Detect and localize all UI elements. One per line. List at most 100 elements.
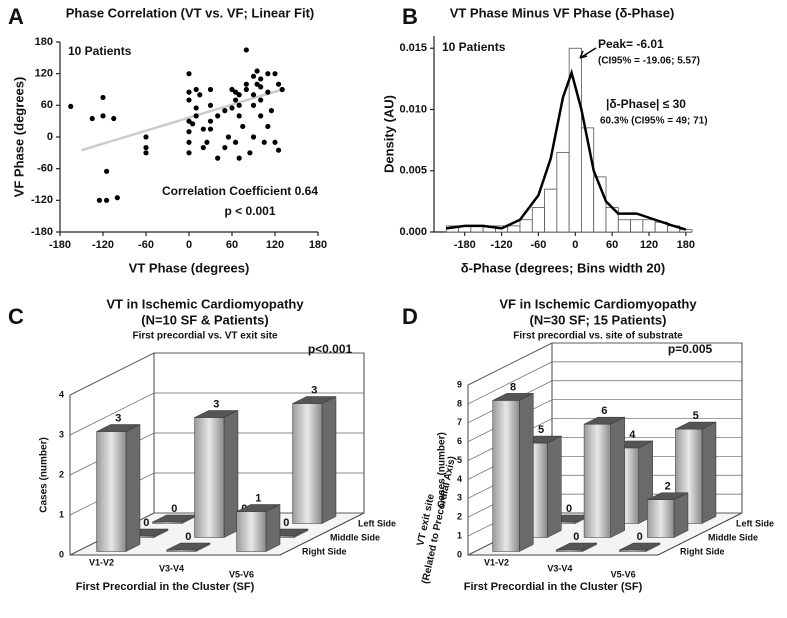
point — [254, 68, 260, 74]
point — [143, 134, 149, 140]
data-label: 3 — [311, 384, 317, 396]
x-tick-label: V3-V4 — [159, 563, 184, 573]
y-tick-label: 1 — [59, 509, 64, 519]
point — [229, 105, 235, 111]
point — [275, 81, 282, 87]
point — [258, 84, 264, 90]
y-tick-label: 3 — [59, 429, 64, 439]
point — [111, 115, 117, 122]
data-label: 0 — [143, 517, 149, 529]
y-tick-label: -60 — [37, 163, 53, 175]
point — [193, 105, 199, 111]
annotation: p<0.001 — [308, 342, 353, 356]
x-tick-label: V5-V6 — [611, 569, 636, 579]
point — [250, 92, 257, 98]
x-tick-label: 60 — [226, 239, 238, 251]
x-tick-label: V1-V2 — [89, 557, 114, 567]
y-tick-label: 2 — [457, 512, 462, 522]
annotation: Correlation Coefficient 0.64 — [162, 184, 318, 198]
point — [258, 76, 264, 82]
point — [186, 97, 192, 103]
point — [250, 134, 257, 140]
point — [279, 86, 285, 93]
annotation: |δ-Phase| ≤ 30 — [606, 97, 686, 111]
data-label: 5 — [693, 410, 699, 422]
point — [250, 73, 257, 79]
x-tick-label: 60 — [606, 239, 618, 251]
point — [272, 71, 278, 77]
data-label: 3 — [213, 398, 219, 410]
point — [222, 144, 228, 151]
data-label: 0 — [573, 531, 579, 543]
depth-label: Right Side — [302, 546, 347, 556]
y-tick-label: 0.005 — [399, 165, 427, 177]
bar-top — [194, 410, 239, 418]
fit-line — [81, 88, 283, 152]
bar — [292, 403, 323, 524]
x-tick-label: V3-V4 — [547, 563, 572, 573]
y-axis-label: Density (AU) — [381, 95, 396, 173]
bar-top — [675, 421, 717, 430]
y-tick-label: 60 — [41, 99, 53, 111]
point — [261, 139, 267, 145]
point — [186, 89, 192, 95]
data-label: 2 — [665, 481, 671, 493]
y-tick-label: 0 — [59, 549, 64, 559]
bar-top — [555, 542, 597, 551]
note: First precordial vs. site of substrate — [513, 331, 683, 342]
grid-line — [69, 392, 364, 436]
point — [186, 129, 192, 135]
bar — [96, 431, 127, 552]
point — [100, 94, 106, 101]
point — [268, 108, 275, 114]
bar — [647, 499, 675, 538]
data-label: 6 — [601, 405, 607, 417]
point — [258, 97, 264, 103]
grid-line — [69, 352, 364, 396]
data-label: 0 — [171, 503, 177, 515]
x-tick-label: 0 — [186, 239, 192, 251]
annotation: p=0.005 — [668, 342, 713, 356]
point — [96, 197, 103, 203]
point — [200, 126, 206, 132]
point — [215, 113, 221, 119]
bar — [194, 417, 225, 538]
x-axis-label: First Precordial in the Cluster (SF) — [76, 581, 255, 593]
panel-letter: C — [8, 304, 24, 329]
hist-bar — [531, 207, 545, 233]
hist-bar — [642, 219, 656, 233]
bar-side — [223, 410, 239, 538]
point — [243, 81, 249, 87]
x-tick-label: -120 — [491, 239, 513, 251]
data-label: 0 — [637, 531, 643, 543]
point — [100, 113, 106, 119]
y-tick-label: 9 — [457, 379, 462, 389]
depth-label: Left Side — [358, 518, 396, 528]
annotation: (CI95% = -19.06; 5.57) — [598, 56, 700, 67]
y-tick-label: 4 — [457, 474, 462, 484]
y-tick-label: 180 — [35, 36, 53, 48]
bar-top — [619, 542, 661, 551]
x-tick-label: -60 — [530, 239, 546, 251]
point — [232, 97, 239, 103]
point — [103, 197, 110, 203]
annotation: 60.3% (CI95% = 49; 71) — [600, 116, 708, 127]
point — [89, 115, 95, 122]
x-tick-label: 120 — [266, 239, 284, 251]
bar — [492, 400, 520, 552]
y-axis-label: VF Phase (degrees) — [11, 77, 26, 198]
y-tick-label: -120 — [31, 194, 53, 206]
annotation: 10 Patients — [442, 40, 506, 54]
point — [186, 150, 192, 156]
x-tick-label: 120 — [640, 239, 658, 251]
point — [258, 113, 264, 119]
point — [186, 71, 192, 77]
x-tick-label: V1-V2 — [484, 557, 509, 567]
point — [186, 139, 192, 145]
point — [247, 150, 253, 156]
point — [215, 155, 221, 161]
point — [265, 123, 271, 130]
subtitle: (N=10 SF & Patients) — [141, 312, 269, 327]
hist-bar — [630, 219, 644, 233]
